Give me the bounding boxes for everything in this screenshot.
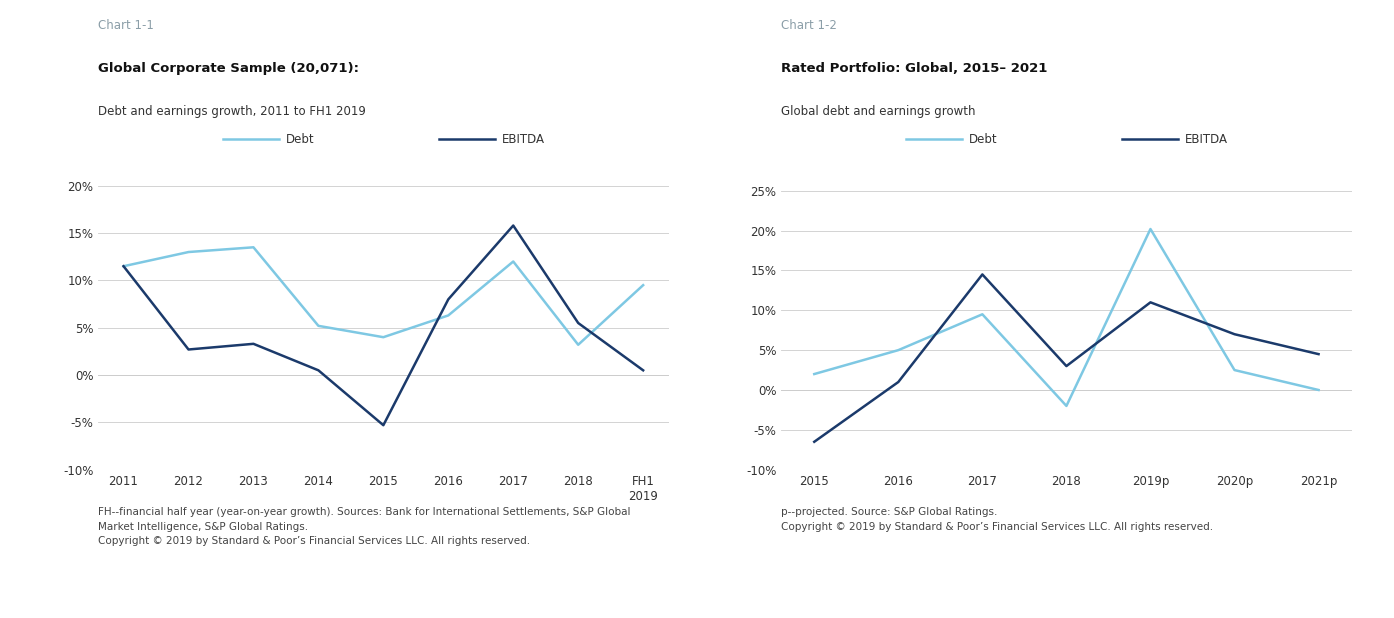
Text: Rated Portfolio: Global, 2015– 2021: Rated Portfolio: Global, 2015– 2021 [781, 62, 1047, 75]
Text: Chart 1-1: Chart 1-1 [98, 19, 153, 32]
Text: EBITDA: EBITDA [1185, 132, 1228, 146]
Text: Debt and earnings growth, 2011 to FH1 2019: Debt and earnings growth, 2011 to FH1 20… [98, 105, 365, 118]
Text: FH--financial half year (year-on-year growth). Sources: Bank for International S: FH--financial half year (year-on-year gr… [98, 507, 630, 546]
Text: Global Corporate Sample (20,071):: Global Corporate Sample (20,071): [98, 62, 358, 75]
Text: p--projected. Source: S&P Global Ratings.
Copyright © 2019 by Standard & Poor’s : p--projected. Source: S&P Global Ratings… [781, 507, 1213, 531]
Text: Chart 1-2: Chart 1-2 [781, 19, 836, 32]
Text: EBITDA: EBITDA [502, 132, 545, 146]
Text: Debt: Debt [969, 132, 998, 146]
Text: Debt: Debt [286, 132, 315, 146]
Text: Global debt and earnings growth: Global debt and earnings growth [781, 105, 976, 118]
